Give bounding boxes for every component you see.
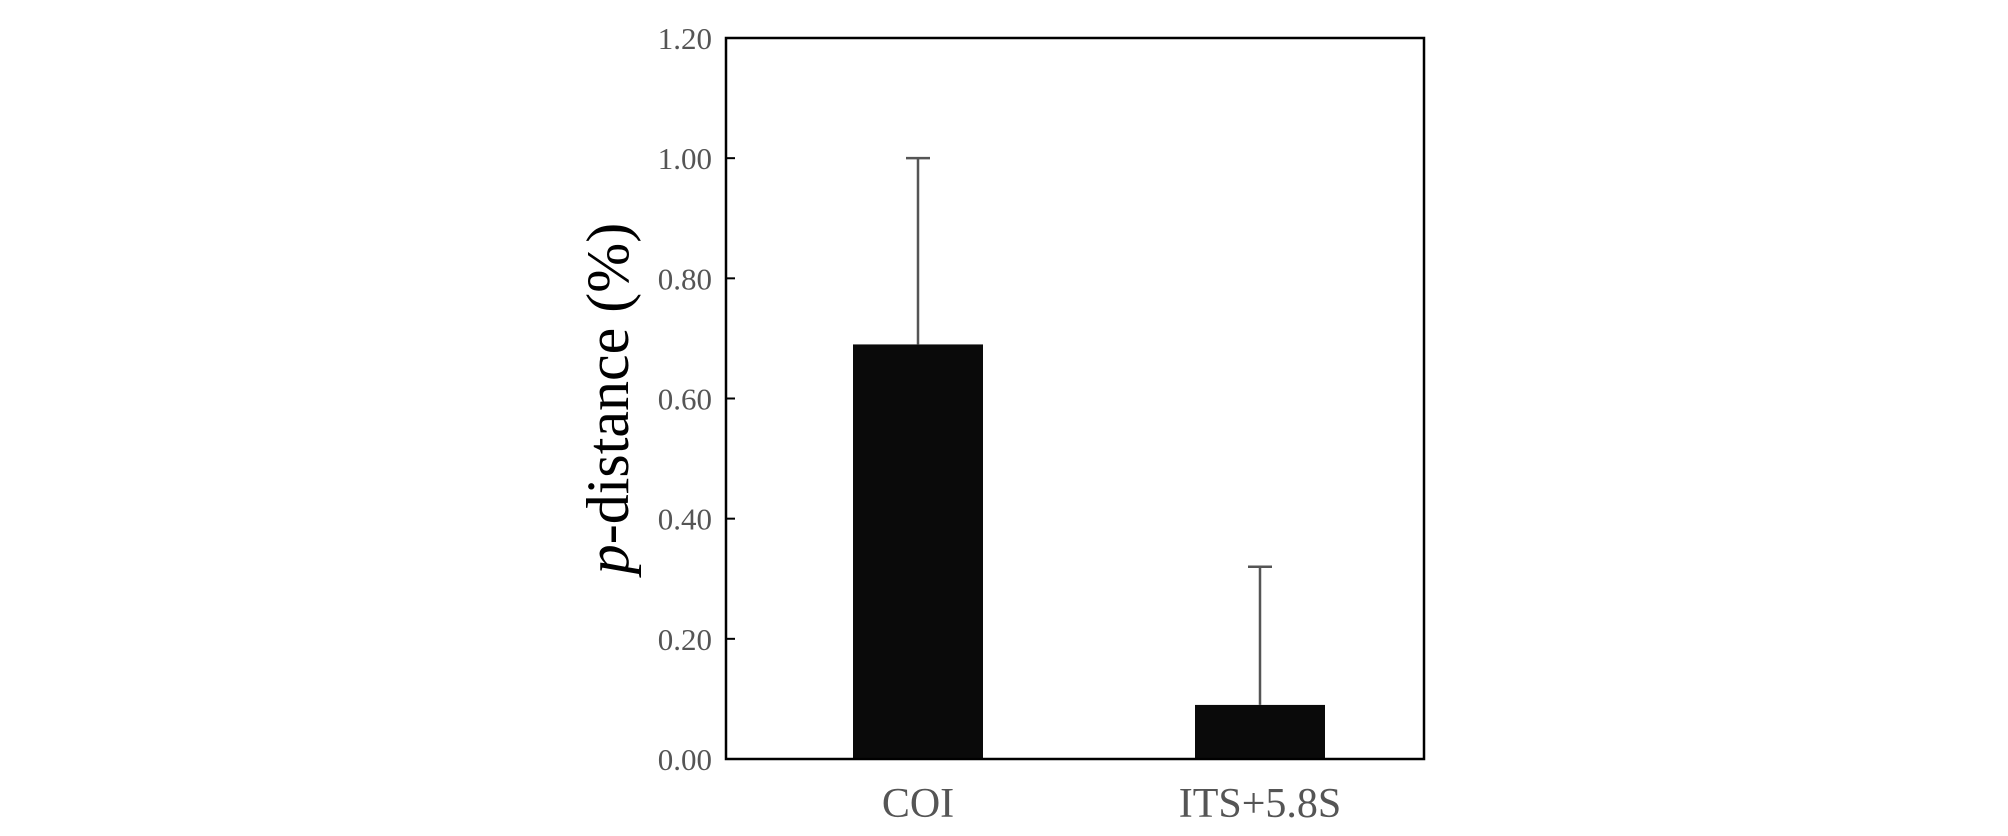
y-tick-label: 0.40 [658,502,712,537]
error-bars-layer [906,156,1272,705]
bar-coi [853,344,983,759]
y-tick-label: 1.00 [658,141,712,176]
bar-its-5-8s [1195,704,1325,759]
y-tick-label: 1.20 [658,21,712,56]
y-axis-title-italic: p [575,544,641,578]
bars-layer [853,344,1325,759]
y-tick-label: 0.60 [658,382,712,417]
x-category-label: COI [882,781,954,827]
y-tick-label: 0.20 [658,622,712,657]
x-category-label: ITS+5.8S [1179,781,1342,827]
x-category-labels: COI ITS+5.8S [882,781,1341,827]
y-axis-title-rest: -distance (%) [575,223,641,545]
y-axis-title: p-distance (%) [575,223,641,579]
y-ticks-layer: 0.00 0.20 0.40 0.60 0.80 1.00 1.20 [658,21,735,777]
y-tick-label: 0.80 [658,261,712,296]
plot-frame [724,36,1426,761]
y-tick-label: 0.00 [658,742,712,777]
